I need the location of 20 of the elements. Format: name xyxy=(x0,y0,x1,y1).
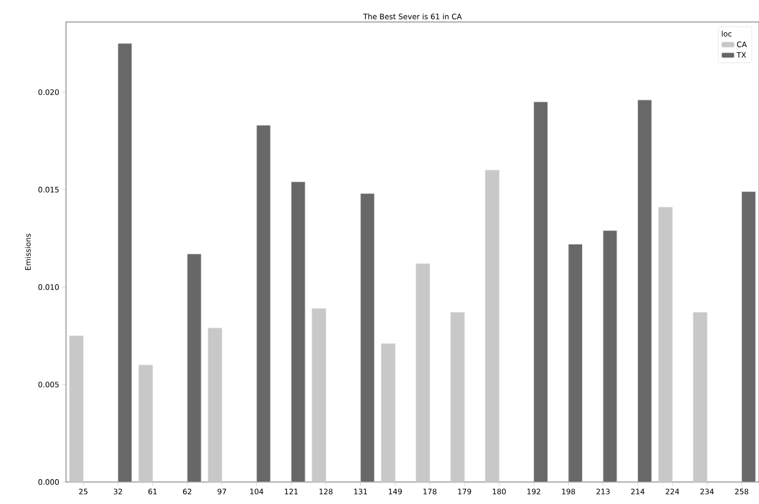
bar xyxy=(360,193,375,482)
bar xyxy=(208,328,222,482)
bar xyxy=(187,254,202,482)
bar xyxy=(568,244,583,482)
bar xyxy=(138,364,153,482)
bar xyxy=(534,102,548,482)
bar xyxy=(692,312,708,482)
bar xyxy=(637,100,652,482)
bar xyxy=(741,191,756,482)
bar xyxy=(312,308,326,482)
bar xyxy=(290,182,306,482)
bar xyxy=(658,206,673,482)
bar xyxy=(416,263,430,482)
bar xyxy=(256,125,271,482)
bar xyxy=(381,343,396,482)
bar xyxy=(485,170,500,482)
bar xyxy=(602,230,618,482)
bar xyxy=(69,336,84,482)
bar xyxy=(450,312,465,482)
bar xyxy=(118,43,132,482)
